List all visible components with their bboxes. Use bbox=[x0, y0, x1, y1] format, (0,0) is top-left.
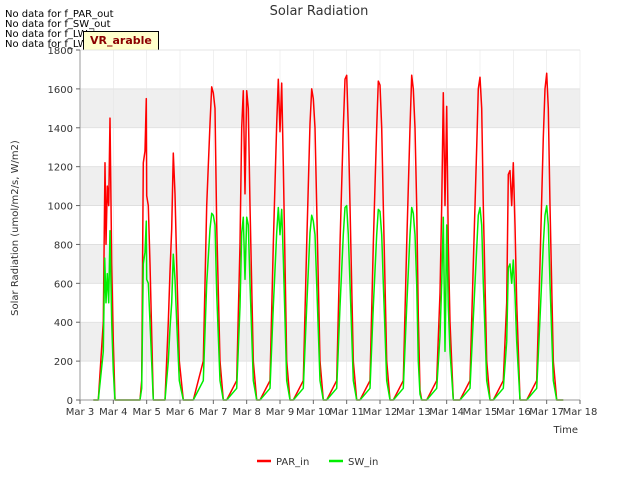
x-tick-label: Mar 7 bbox=[199, 407, 227, 418]
x-tick-label: Mar 10 bbox=[296, 407, 331, 418]
x-tick-label: Mar 13 bbox=[396, 407, 431, 418]
x-tick-label: Mar 16 bbox=[496, 407, 531, 418]
no-data-note-1: No data for f_PAR_out bbox=[5, 9, 114, 20]
y-tick-label: 1800 bbox=[48, 46, 73, 57]
y-tick-label: 800 bbox=[54, 240, 73, 251]
no-data-note-2: No data for f_SW_out bbox=[5, 19, 111, 30]
x-tick-label: Mar 18 bbox=[563, 407, 598, 418]
chart-title: Solar Radiation bbox=[270, 4, 369, 19]
legend-label-PAR_in: PAR_in bbox=[276, 457, 309, 468]
plot-background bbox=[80, 50, 580, 400]
x-tick-label: Mar 17 bbox=[529, 407, 564, 418]
x-tick-label: Mar 15 bbox=[463, 407, 498, 418]
x-tick-label: Mar 8 bbox=[232, 407, 260, 418]
x-ticks: Mar 3 Mar 4 Mar 5 Mar 6 Mar 7 Mar 8 Mar 9 Mar 1… bbox=[66, 400, 598, 418]
grid-band bbox=[80, 244, 580, 284]
x-tick-label: Mar 11 bbox=[329, 407, 364, 418]
y-ticks: 0 200 400 600 800 1000 1200 1400 1600 1800 bbox=[48, 46, 80, 407]
x-tick-label: Mar 14 bbox=[429, 407, 464, 418]
legend: PAR_in SW_in bbox=[257, 457, 378, 468]
y-tick-label: 1400 bbox=[48, 124, 73, 135]
x-tick-label: Mar 4 bbox=[99, 407, 127, 418]
x-axis-label: Time bbox=[553, 425, 578, 436]
grid-band bbox=[80, 322, 580, 362]
no-data-note-3: No data for f_LW_in bbox=[5, 29, 102, 40]
y-tick-label: 1600 bbox=[48, 85, 73, 96]
x-tick-label: Mar 3 bbox=[66, 407, 94, 418]
y-tick-label: 0 bbox=[67, 396, 73, 407]
x-tick-label: Mar 9 bbox=[266, 407, 294, 418]
y-tick-label: 200 bbox=[54, 357, 73, 368]
axes bbox=[79, 50, 580, 401]
x-tick-label: Mar 6 bbox=[166, 407, 194, 418]
legend-label-SW_in: SW_in bbox=[348, 457, 378, 468]
y-tick-label: 400 bbox=[54, 318, 73, 329]
no-data-note-4: No data for f_LW_out bbox=[5, 39, 109, 50]
grid-band bbox=[80, 88, 580, 128]
site-badge: VR_arable bbox=[83, 31, 159, 51]
x-tick-label: Mar 5 bbox=[132, 407, 160, 418]
y-tick-label: 1000 bbox=[48, 202, 73, 213]
y-axis-label: Solar Radiation (umol/m2/s, W/m2) bbox=[10, 140, 21, 316]
x-tick-label: Mar 12 bbox=[363, 407, 398, 418]
y-tick-label: 1200 bbox=[48, 163, 73, 174]
grid-band bbox=[80, 166, 580, 206]
y-tick-label: 600 bbox=[54, 279, 73, 290]
